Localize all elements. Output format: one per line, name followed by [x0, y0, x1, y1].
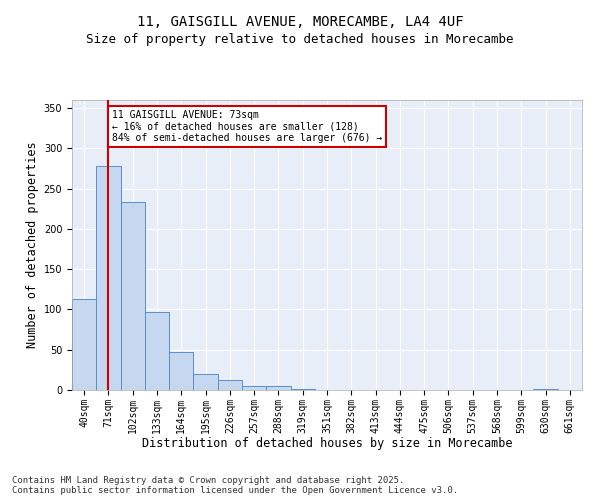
Bar — [290, 389, 315, 390]
Bar — [121, 202, 145, 390]
Bar — [96, 166, 121, 390]
Bar — [169, 352, 193, 390]
Y-axis label: Number of detached properties: Number of detached properties — [26, 142, 40, 348]
Bar — [266, 386, 290, 390]
Bar — [145, 312, 169, 390]
Text: Size of property relative to detached houses in Morecambe: Size of property relative to detached ho… — [86, 32, 514, 46]
Bar — [242, 386, 266, 390]
Text: Contains HM Land Registry data © Crown copyright and database right 2025.
Contai: Contains HM Land Registry data © Crown c… — [12, 476, 458, 495]
Text: 11 GAISGILL AVENUE: 73sqm
← 16% of detached houses are smaller (128)
84% of semi: 11 GAISGILL AVENUE: 73sqm ← 16% of detac… — [112, 110, 382, 143]
Bar — [72, 299, 96, 390]
Bar — [533, 389, 558, 390]
Bar — [193, 374, 218, 390]
Text: 11, GAISGILL AVENUE, MORECAMBE, LA4 4UF: 11, GAISGILL AVENUE, MORECAMBE, LA4 4UF — [137, 15, 463, 29]
Bar — [218, 380, 242, 390]
X-axis label: Distribution of detached houses by size in Morecambe: Distribution of detached houses by size … — [142, 437, 512, 450]
